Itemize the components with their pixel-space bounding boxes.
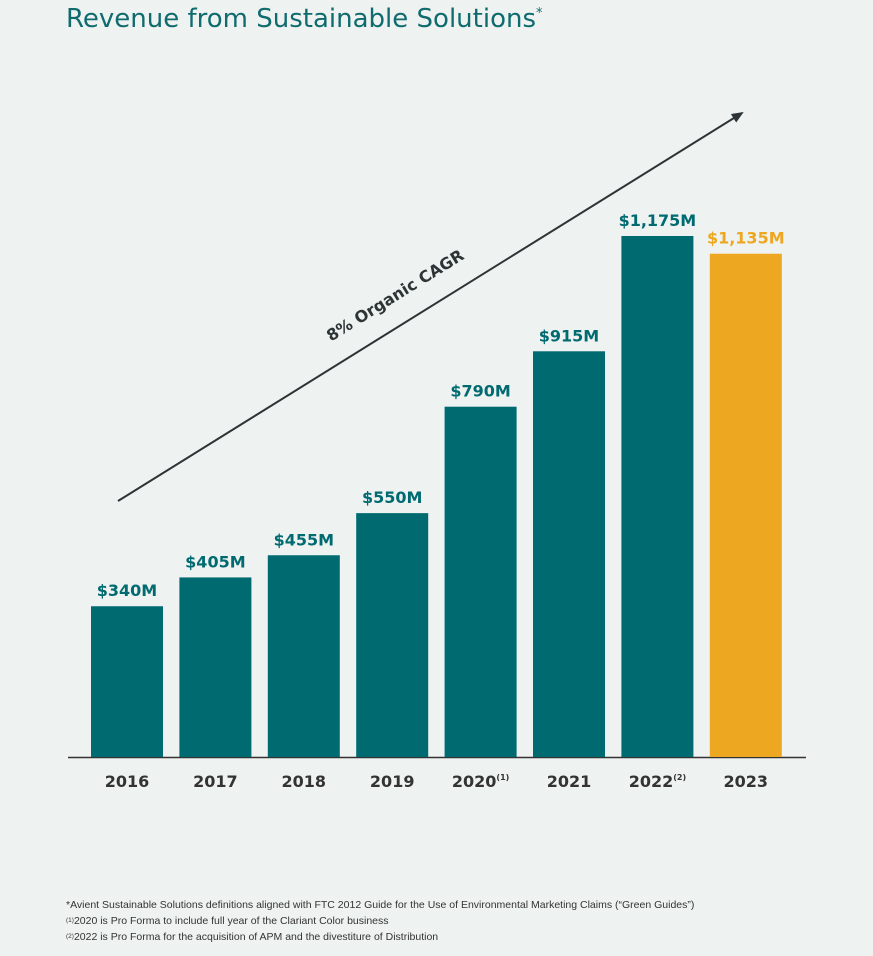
footnote-1: (1)2020 is Pro Forma to include full yea… [66,913,694,929]
cagr-arrow [117,111,744,502]
bar-2017 [179,577,252,757]
bar-2021 [533,351,605,757]
tick-label-2020: 2020(1) [452,772,509,791]
footnote-1-marker: (1) [66,917,74,924]
footnote-star: *Avient Sustainable Solutions definition… [66,899,695,911]
bar-2019 [356,513,429,757]
tick-label-2018: 2018 [282,772,327,791]
bar-2018 [267,555,340,757]
footnote-2: (2)2022 is Pro Forma for the acquisition… [66,929,694,945]
data-label-2016: $340M [97,581,157,600]
chart-title-text: Revenue from Sustainable Solutions [66,4,537,34]
data-label-2018: $455M [274,530,334,549]
tick-label-2016: 2016 [105,772,150,791]
footnote-2-marker: (2) [66,933,74,940]
data-label-2022: $1,175M [619,211,697,230]
bar-2022 [621,236,694,757]
bar-2020 [444,406,517,757]
cagr-annotation: 8% Organic CAGR [323,246,467,346]
tick-superscript-2020: (1) [496,773,509,782]
tick-label-2017: 2017 [193,772,238,791]
tick-label-2022: 2022(2) [629,772,686,791]
data-label-2023: $1,135M [707,229,785,248]
tick-superscript-2022: (2) [673,773,686,782]
chart-title: Revenue from Sustainable Solutions* [66,4,543,34]
footnotes: *Avient Sustainable Solutions definition… [66,897,694,945]
bar-2016 [91,606,163,757]
footnote-2-text: 2022 is Pro Forma for the acquisition of… [73,931,439,943]
tick-label-2023: 2023 [724,772,769,791]
footnote-1-text: 2020 is Pro Forma to include full year o… [73,915,389,927]
chart-title-marker: * [536,6,543,21]
data-label-2019: $550M [362,488,422,507]
data-label-2020: $790M [450,382,510,401]
tick-label-2019: 2019 [370,772,415,791]
bar-2023 [709,253,782,757]
tick-label-2021: 2021 [547,772,592,791]
data-label-2021: $915M [539,326,599,345]
data-label-2017: $405M [185,552,245,571]
